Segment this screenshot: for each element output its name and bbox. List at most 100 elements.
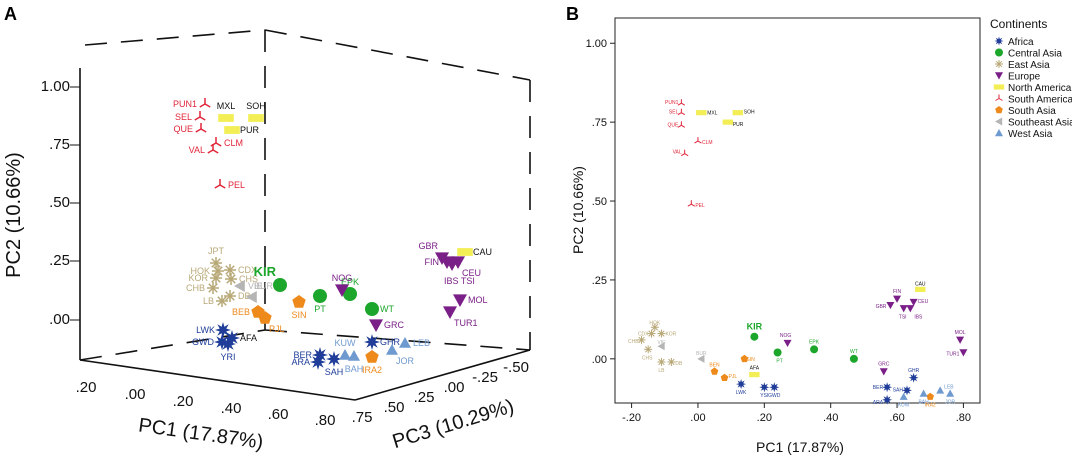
y-tick-label: .75: [592, 117, 607, 129]
point-label: SEL: [175, 112, 192, 122]
marker-sin: [292, 295, 306, 308]
point-label: SOH: [246, 101, 266, 111]
marker-clm: [210, 137, 222, 147]
point-label: QUE: [173, 124, 193, 134]
marker-b-clm: [694, 137, 702, 144]
point-label: MOL: [955, 330, 966, 336]
point-label: VAL: [189, 145, 205, 155]
point-label: IBS TSI: [444, 276, 475, 286]
marker-sah: [326, 351, 342, 367]
point-label: SAH: [893, 387, 904, 393]
point-label: CHB: [186, 283, 205, 293]
legend-label: East Asia: [1008, 60, 1050, 71]
marker-b-kuw: [899, 392, 908, 400]
point-label: SIN: [291, 310, 306, 320]
marker-afa: [224, 330, 240, 346]
marker-b-bur: [697, 354, 705, 363]
legend-label: Central Asia: [1008, 49, 1062, 60]
point-label: GWD: [192, 337, 214, 347]
marker-mxl: [218, 114, 234, 122]
marker-b-ara: [882, 394, 893, 405]
point-label: BER: [873, 385, 884, 391]
marker-lwk: [215, 322, 231, 338]
marker-b-kor: [657, 329, 666, 338]
z-axis-line: [354, 349, 531, 401]
marker-pjl: [258, 311, 272, 324]
marker-leb: [399, 337, 411, 348]
point-label: PJL: [729, 374, 738, 380]
marker-b-pur: [722, 119, 734, 125]
point-label: PT: [776, 359, 782, 365]
x-tick-label: .20: [76, 379, 97, 396]
x-ticks-a: .20 .00 .20 .40 .60 .80: [76, 379, 336, 429]
legend-marker-southeast-asia: [995, 117, 1003, 126]
z-tick-label: .00: [444, 379, 465, 396]
marker-b-ber: [882, 382, 893, 393]
marker-b-ysi: [759, 382, 770, 393]
marker-b-ibs: [906, 305, 915, 313]
box-edge: [264, 329, 531, 351]
point-label: CAU: [473, 247, 492, 257]
point-label: LB: [203, 296, 214, 306]
marker-b-val: [680, 149, 689, 157]
marker-jor: [386, 344, 398, 355]
point-label: EPK: [809, 339, 820, 345]
point-label: LWK: [736, 390, 747, 396]
point-label: CEU: [462, 268, 481, 278]
marker-b-soh: [732, 110, 743, 116]
legend-label: South Asia: [1008, 106, 1056, 117]
point-label: MXL: [217, 101, 236, 111]
marker-b-cdx: [647, 329, 656, 338]
point-label: LEB: [944, 384, 954, 390]
point-label: GBR: [418, 241, 438, 251]
point-label: AFA: [240, 333, 257, 343]
marker-ara: [310, 354, 326, 370]
legend-marker-central-asia: [995, 48, 1003, 57]
point-label: CDX: [238, 265, 257, 275]
point-label: IRA2: [925, 403, 936, 409]
point-label: NOG: [332, 273, 353, 283]
point-label: JOR: [945, 400, 955, 406]
legend-label: Africa: [1008, 37, 1034, 48]
z-tick-label: .50: [384, 399, 405, 416]
point-label: KIR: [254, 264, 277, 279]
legend-label: South America: [1008, 95, 1072, 106]
points-a: PUN1 SEL QUE VAL CLM PEL MXL SOH PUR CAU JPT HOK CDX…: [173, 98, 492, 377]
marker-kir: [273, 278, 287, 292]
box-edge: [79, 329, 266, 361]
point-label: YRI: [220, 352, 235, 362]
marker-ira2: [365, 350, 379, 363]
marker-soh: [248, 114, 264, 122]
point-label: IRA2: [362, 365, 382, 375]
x-tick-label: .00: [125, 386, 146, 403]
point-label: FIN: [425, 257, 440, 267]
x-tick-label: .20: [173, 393, 194, 410]
marker-b-pel: [687, 200, 696, 207]
point-label: GWD: [768, 393, 781, 399]
legend-marker-south-america: [995, 94, 1003, 101]
marker-kor: [210, 272, 222, 284]
x-tick-label: .40: [221, 400, 242, 417]
marker-vie: [234, 280, 245, 292]
marker-epk: [343, 287, 357, 301]
point-label: KIR: [747, 322, 763, 332]
point-label: BEB: [232, 307, 250, 317]
z-tick-label: -.25: [472, 369, 498, 386]
z-tick-label: .75: [352, 409, 373, 426]
marker-b-lb: [657, 357, 666, 366]
marker-ibs-tsi: [445, 258, 459, 271]
point-label: HOK: [649, 320, 661, 326]
point-label: EPK: [341, 277, 359, 287]
marker-b-ghr: [908, 372, 919, 383]
panel-b: B -.20 .00 .20 .40 .60 .80 .00 .25 .50 .75 1.00 PC…: [566, 4, 1072, 455]
point-label: SEL: [669, 110, 679, 116]
legend-title: Continents: [990, 17, 1047, 31]
marker-b-vie: [657, 342, 665, 351]
point-label: SAH: [325, 367, 344, 377]
point-label: MXL: [707, 111, 718, 117]
marker-pel: [214, 179, 226, 189]
marker-b-chb: [637, 335, 646, 344]
marker-b-ben: [710, 367, 719, 375]
y-tick-label: .00: [49, 311, 70, 328]
